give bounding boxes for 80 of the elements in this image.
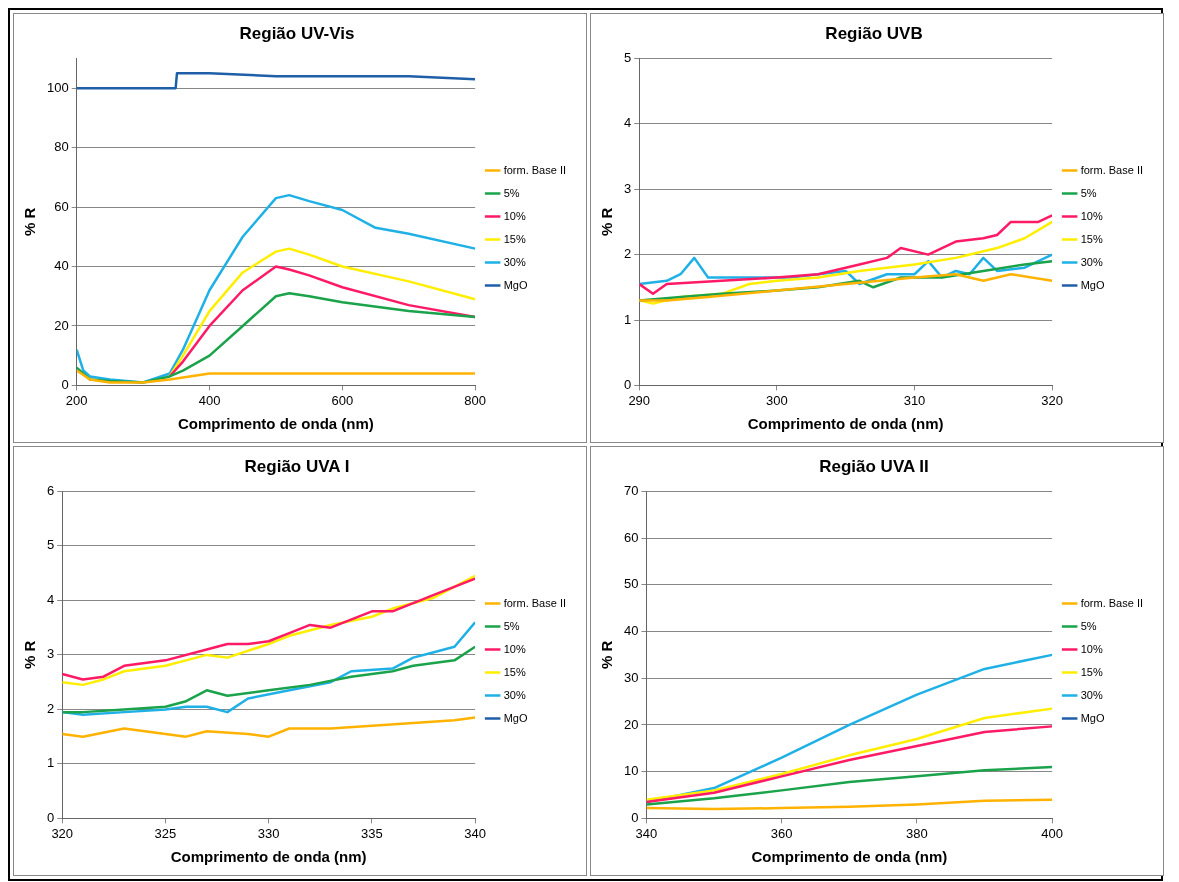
- legend-label: MgO: [503, 711, 528, 724]
- x-tick-label: 330: [257, 825, 280, 841]
- chart-title: Região UVB: [825, 23, 923, 43]
- x-tick-label: 400: [198, 392, 221, 408]
- legend-label: 15%: [503, 665, 526, 678]
- y-tick-label: 40: [54, 258, 69, 274]
- chart-title: Região UVA II: [819, 456, 929, 476]
- y-axis-title: % R: [21, 640, 39, 670]
- y-tick-label: 40: [623, 623, 639, 639]
- x-tick-label: 320: [51, 825, 74, 841]
- y-tick-label: 60: [623, 529, 639, 545]
- x-axis-title: Comprimento de onda (nm): [170, 848, 367, 866]
- legend-label: 15%: [503, 232, 526, 245]
- y-tick-label: 6: [47, 482, 55, 498]
- legend-label: MgO: [1080, 711, 1105, 724]
- y-tick-label: 70: [623, 482, 639, 498]
- x-axis-title: Comprimento de onda (nm): [751, 848, 948, 866]
- y-tick-label: 0: [47, 809, 55, 825]
- y-axis-title: % R: [598, 640, 616, 670]
- chart-title: Região UV-Vis: [239, 23, 355, 43]
- x-tick-label: 290: [628, 392, 651, 408]
- y-tick-label: 2: [624, 246, 632, 262]
- y-tick-label: 20: [623, 716, 639, 732]
- x-tick-label: 200: [65, 392, 88, 408]
- y-tick-label: 3: [47, 646, 55, 662]
- legend-label: form. Base II: [503, 163, 567, 176]
- legend-label: 30%: [503, 688, 526, 701]
- legend-label: 5%: [1080, 186, 1097, 199]
- x-tick-label: 340: [464, 825, 486, 841]
- y-tick-label: 1: [624, 311, 632, 327]
- legend-label: 15%: [1080, 232, 1103, 245]
- y-tick-label: 2: [47, 700, 55, 716]
- y-tick-label: 60: [54, 198, 69, 214]
- y-tick-label: 0: [624, 376, 632, 392]
- x-tick-label: 320: [1041, 392, 1063, 408]
- y-tick-label: 80: [54, 139, 69, 155]
- y-tick-label: 50: [623, 576, 639, 592]
- y-tick-label: 5: [47, 537, 55, 553]
- x-tick-label: 360: [770, 825, 793, 841]
- x-tick-label: 335: [361, 825, 383, 841]
- legend-label: form. Base II: [1080, 596, 1144, 609]
- y-tick-label: 5: [624, 49, 632, 65]
- x-tick-label: 400: [1041, 825, 1063, 841]
- chart-title: Região UVA I: [244, 456, 350, 476]
- x-tick-label: 800: [464, 392, 486, 408]
- y-tick-label: 3: [624, 180, 632, 196]
- legend-label: form. Base II: [1080, 163, 1144, 176]
- legend-label: 30%: [503, 255, 526, 268]
- legend-label: form. Base II: [503, 596, 567, 609]
- y-tick-label: 20: [54, 317, 69, 333]
- x-tick-label: 325: [154, 825, 177, 841]
- legend-label: 10%: [1080, 642, 1103, 655]
- y-axis-title: % R: [21, 207, 39, 237]
- legend-label: 30%: [1080, 688, 1103, 701]
- y-tick-label: 1: [47, 755, 55, 771]
- x-tick-label: 600: [331, 392, 354, 408]
- x-axis-title: Comprimento de onda (nm): [178, 415, 374, 433]
- legend-label: 15%: [1080, 665, 1103, 678]
- legend-label: 5%: [503, 619, 520, 632]
- y-tick-label: 0: [61, 376, 69, 392]
- legend-label: 10%: [1080, 209, 1103, 222]
- y-tick-label: 30: [623, 669, 639, 685]
- y-tick-label: 4: [624, 115, 632, 131]
- x-tick-label: 310: [903, 392, 926, 408]
- x-tick-label: 340: [635, 825, 658, 841]
- y-tick-label: 4: [47, 591, 55, 607]
- legend-label: MgO: [503, 278, 528, 291]
- y-tick-label: 100: [46, 79, 69, 95]
- x-tick-label: 380: [906, 825, 928, 841]
- legend-label: 5%: [1080, 619, 1097, 632]
- legend-label: 5%: [503, 186, 520, 199]
- legend-label: 10%: [503, 209, 526, 222]
- legend-label: MgO: [1080, 278, 1105, 291]
- y-tick-label: 10: [623, 763, 639, 779]
- x-tick-label: 300: [766, 392, 788, 408]
- y-axis-title: % R: [598, 207, 616, 237]
- legend-label: 30%: [1080, 255, 1103, 268]
- x-axis-title: Comprimento de onda (nm): [747, 415, 944, 433]
- legend-label: 10%: [503, 642, 526, 655]
- y-tick-label: 0: [631, 809, 639, 825]
